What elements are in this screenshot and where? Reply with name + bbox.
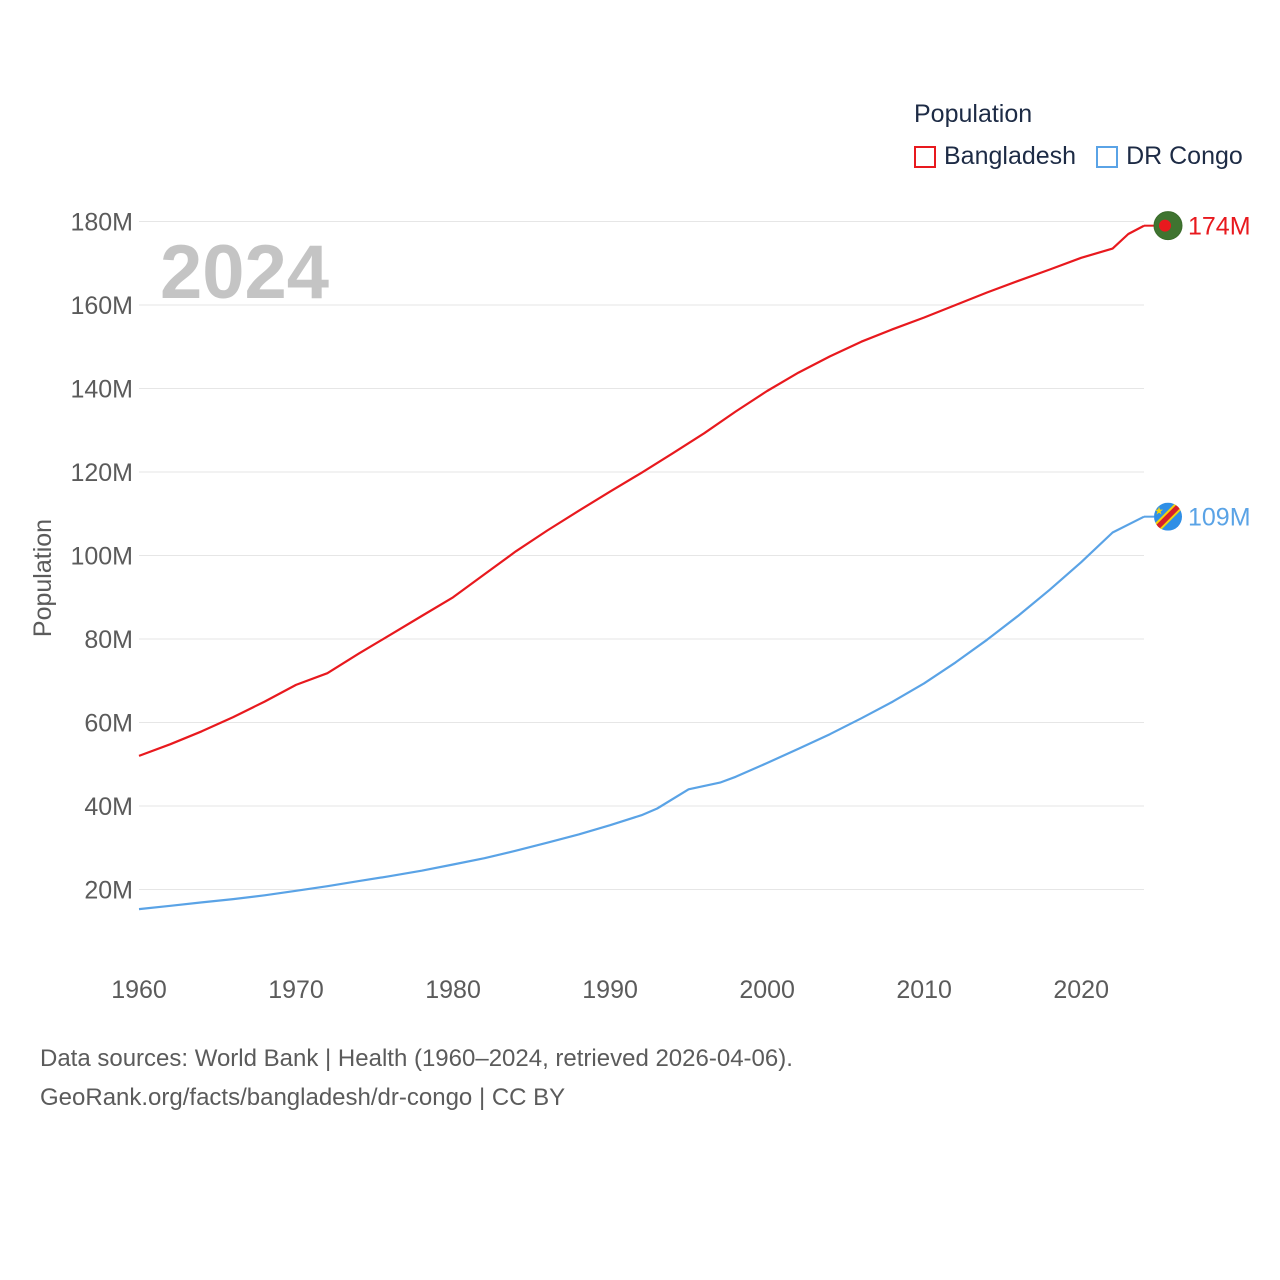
y-axis-tick-labels: 20M 40M 60M 80M 100M 120M 140M 160M 180M: [70, 209, 133, 905]
x-tick-label: 2020: [1053, 976, 1109, 1004]
x-axis-tick-labels: 1960 1970 1980 1990 2000 2010 2020: [111, 976, 1109, 1004]
series-layer: [138, 224, 1145, 911]
y-tick-label: 160M: [70, 292, 133, 320]
y-tick-label: 140M: [70, 376, 133, 404]
footer-link[interactable]: GeoRank.org/facts/bangladesh/dr-congo | …: [40, 1084, 566, 1111]
legend-label-dr-congo: DR Congo: [1126, 142, 1243, 170]
x-tick-label: 1980: [425, 976, 481, 1004]
x-tick-label: 1970: [268, 976, 324, 1004]
y-tick-label: 120M: [70, 459, 133, 487]
legend-swatch-bangladesh: [914, 145, 936, 168]
footer-sources: Data sources: World Bank | Health (1960–…: [40, 1045, 793, 1072]
year-label: 2024: [160, 230, 329, 315]
y-tick-label: 60M: [84, 710, 133, 738]
end-markers: 174M 109M: [1144, 211, 1251, 532]
gridlines: [139, 221, 1144, 890]
end-value-label-dr-congo: 109M: [1188, 504, 1251, 532]
dr-congo-flag-icon: [1154, 502, 1182, 531]
x-tick-label: 1990: [582, 976, 638, 1004]
x-tick-label: 2000: [739, 976, 795, 1004]
end-value-label-bangladesh: 174M: [1188, 213, 1251, 241]
x-tick-label: 1960: [111, 976, 167, 1004]
series-line-bangladesh: [138, 224, 1145, 757]
y-tick-label: 180M: [70, 209, 133, 237]
x-tick-label: 2010: [896, 976, 952, 1004]
legend-label-bangladesh: Bangladesh: [944, 142, 1077, 170]
legend-swatch-dr-congo: [1096, 145, 1119, 168]
y-tick-label: 20M: [84, 877, 133, 905]
y-tick-label: 80M: [84, 626, 133, 654]
legend-title: Population: [914, 100, 1033, 128]
bangladesh-flag-icon: [1153, 211, 1183, 241]
y-tick-label: 100M: [70, 543, 133, 571]
legend-item-dr-congo[interactable]: DR Congo: [1096, 142, 1243, 171]
y-axis-label: Population: [29, 519, 57, 637]
y-tick-label: 40M: [84, 793, 133, 821]
series-line-dr-congo: [138, 515, 1145, 911]
legend: Bangladesh DR Congo: [914, 142, 1263, 171]
legend-item-bangladesh[interactable]: Bangladesh: [914, 142, 1076, 171]
